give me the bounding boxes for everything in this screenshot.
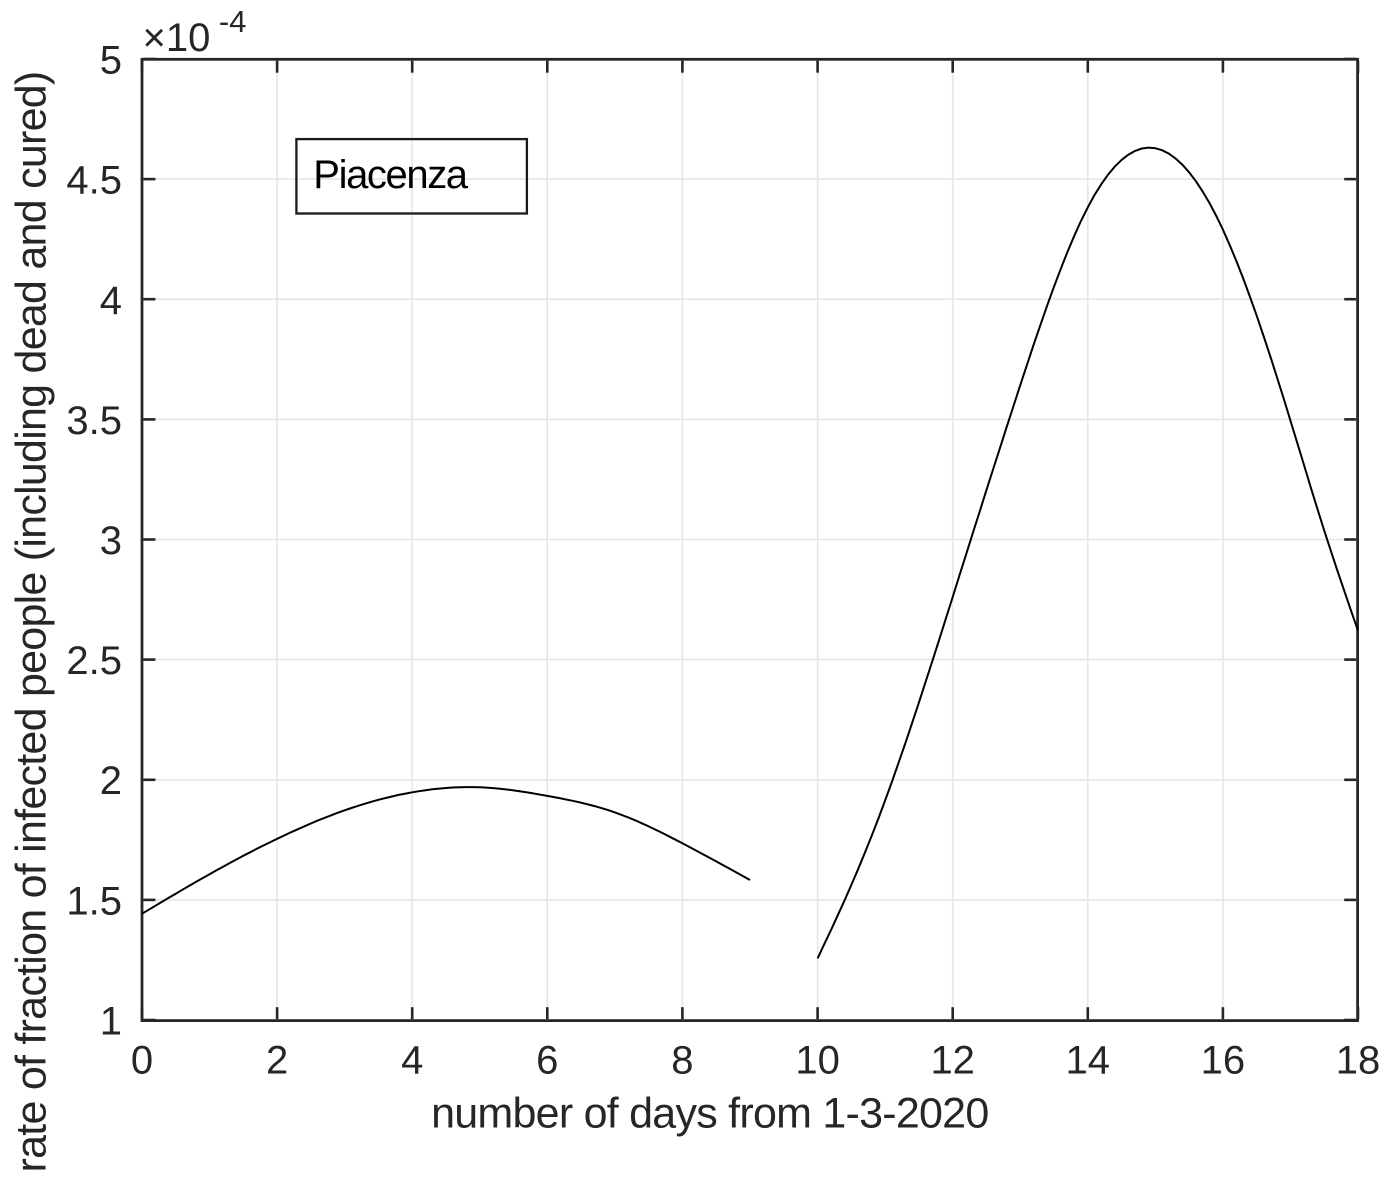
svg-text:4: 4 <box>401 1039 423 1083</box>
svg-text:3.5: 3.5 <box>66 399 122 443</box>
svg-text:10: 10 <box>795 1039 840 1083</box>
svg-text:8: 8 <box>671 1039 693 1083</box>
svg-text:2: 2 <box>100 759 122 803</box>
svg-text:2: 2 <box>266 1039 288 1083</box>
svg-text:2.5: 2.5 <box>66 639 122 683</box>
svg-text:16: 16 <box>1201 1039 1246 1083</box>
svg-text:12: 12 <box>930 1039 975 1083</box>
svg-text:1: 1 <box>100 1000 122 1044</box>
svg-text:18: 18 <box>1336 1039 1381 1083</box>
svg-text:5: 5 <box>100 39 122 83</box>
svg-text:number of days from 1-3-2020: number of days from 1-3-2020 <box>431 1089 988 1137</box>
svg-text:0: 0 <box>131 1039 153 1083</box>
svg-text:6: 6 <box>536 1039 558 1083</box>
svg-text:rate of fraction of infected p: rate of fraction of infected people (inc… <box>8 72 56 1173</box>
svg-text:4.5: 4.5 <box>66 159 122 203</box>
svg-text:4: 4 <box>100 279 122 323</box>
svg-text:1.5: 1.5 <box>66 879 122 923</box>
svg-text:3: 3 <box>100 519 122 563</box>
svg-text:14: 14 <box>1066 1039 1111 1083</box>
svg-text:Piacenza: Piacenza <box>313 153 469 197</box>
